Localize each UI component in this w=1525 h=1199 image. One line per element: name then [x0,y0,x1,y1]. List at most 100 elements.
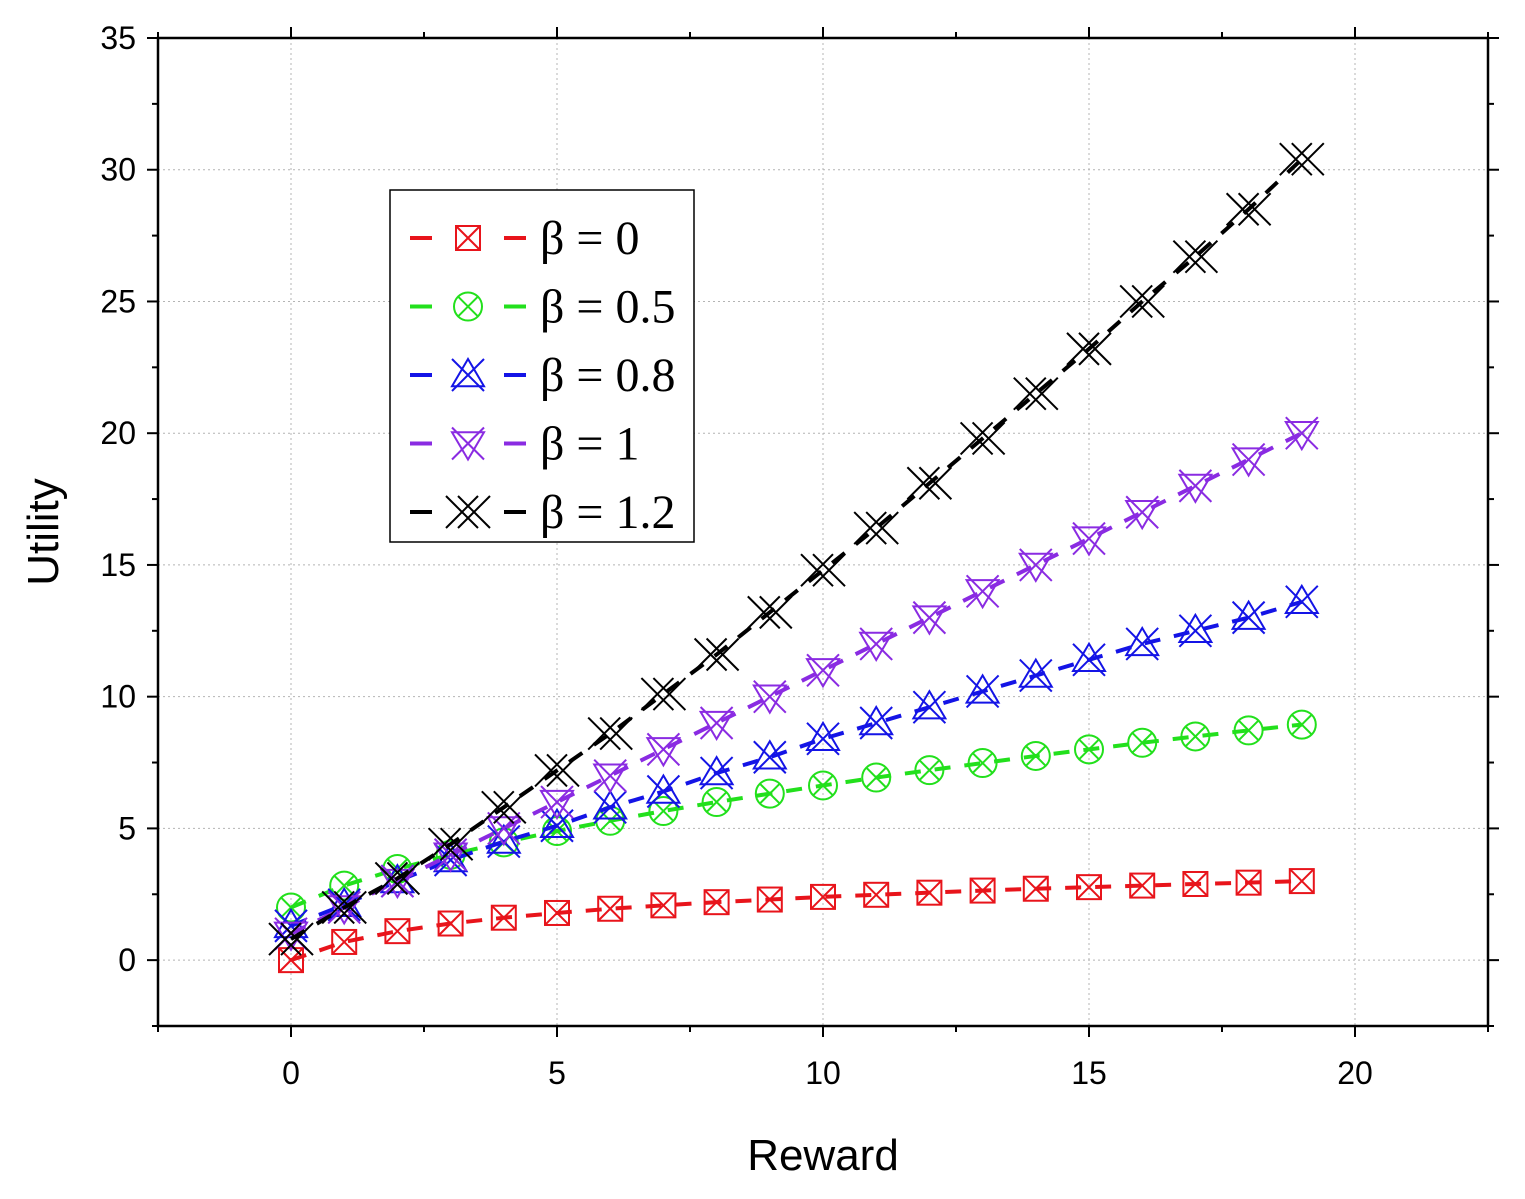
data-point [1288,868,1315,895]
data-point [276,892,306,923]
data-point [911,689,948,724]
x-tick-label: 20 [1337,1055,1373,1091]
data-point [914,755,945,786]
x-axis-title: Reward [747,1131,899,1180]
axis-tick-labels: 0 5 10 15 20 0 5 10 15 20 25 30 35 [100,20,1372,1091]
data-point [640,677,687,711]
data-point [752,679,788,715]
data-point [534,753,580,788]
legend: β = 0 β = 0.5 β = 0.8 β = 1 β = 1.2 [389,189,695,543]
data-point [1020,740,1051,771]
data-point [1018,657,1054,693]
data-point [964,574,1001,610]
data-point [1018,548,1054,583]
legend-marker [455,225,481,251]
x-tick-label: 10 [805,1055,841,1091]
legend-item-1: β = 0.5 [410,281,676,334]
data-point [969,877,996,904]
plot-series [268,142,1325,974]
data-point [959,421,1006,456]
legend-box [389,189,695,543]
y-tick-label: 25 [100,283,136,319]
data-point [861,762,892,793]
y-tick-label: 5 [118,810,136,846]
data-point [703,889,730,916]
data-point [747,595,793,630]
data-point [693,637,740,672]
data-point [858,627,894,662]
data-point [1172,239,1219,274]
data-point [486,811,522,847]
data-point [701,787,732,818]
series-0 [278,868,1315,974]
data-point [1076,874,1102,901]
data-point [1071,641,1107,677]
series-line [290,722,1303,910]
legend-item-4: β = 1.2 [410,486,676,539]
legend-label: β = 1 [540,418,640,471]
legend-item-3: β = 1 [410,418,640,471]
data-point [1124,495,1160,531]
series-2 [273,583,1320,943]
data-point [1129,872,1156,899]
data-point [1074,734,1104,765]
data-point [1230,599,1267,635]
plot-frame [156,36,1490,1028]
axis-ticks [147,27,1499,1037]
data-point [539,785,575,821]
data-point [481,790,527,825]
y-tick-label: 10 [100,679,136,715]
y-tick-label: 15 [100,547,136,583]
data-point [1022,875,1049,902]
data-point [1180,721,1211,752]
data-point [539,807,575,843]
data-point [1284,416,1320,452]
data-point [1071,521,1107,557]
legend-item-0: β = 0 [410,212,640,265]
legend-label: β = 0.5 [540,281,676,334]
legend-label: β = 0 [540,212,640,265]
data-point [1225,192,1272,226]
data-point [329,870,360,901]
data-point [800,553,846,587]
data-point [645,732,682,768]
x-tick-label: 0 [282,1055,300,1091]
legend-marker [445,495,491,529]
series-line [289,157,1304,941]
series-line [290,431,1303,936]
data-point [1127,727,1158,758]
data-point [805,720,841,756]
y-tick-label: 30 [100,152,136,188]
data-point [1119,284,1165,319]
data-point [542,816,572,847]
y-axis-title: Utility [19,478,68,586]
data-point [1013,376,1059,411]
data-point [967,748,998,779]
legend-marker [450,426,486,462]
series-1 [276,709,1317,923]
data-point [1124,626,1160,661]
data-point [964,673,1001,709]
data-point [752,739,788,774]
series-line [290,879,1302,963]
data-point [268,922,314,956]
data-point [1066,332,1112,366]
data-point [587,716,633,751]
data-point [858,705,894,740]
x-tick-label: 15 [1071,1055,1107,1091]
data-point [1230,442,1267,478]
data-point [1284,583,1320,619]
legend-marker [450,357,486,392]
legend-label: β = 0.8 [540,349,676,402]
y-tick-label: 0 [118,942,136,978]
data-point [853,511,899,545]
data-point [916,879,943,906]
legend-marker [453,291,483,322]
data-point [863,881,890,908]
data-point [321,890,367,925]
x-tick-label: 5 [548,1055,566,1091]
data-point [1279,142,1325,176]
data-point [808,770,838,801]
data-point [698,755,735,790]
